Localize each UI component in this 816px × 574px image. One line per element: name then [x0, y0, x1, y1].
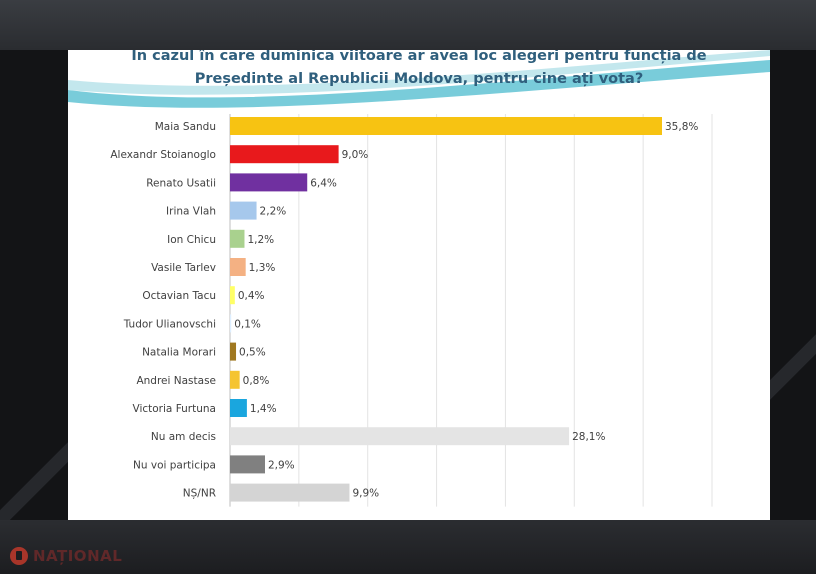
- bar: [230, 314, 232, 333]
- title-accent-swoosh: [68, 50, 770, 108]
- data-label: 6,4%: [310, 177, 337, 189]
- bar: [230, 286, 235, 305]
- data-label: 9,0%: [342, 149, 369, 161]
- category-label: Irina Vlah: [166, 206, 216, 218]
- data-label: 1,3%: [249, 262, 276, 274]
- chart-title: În cazul în care duminica viitoare ar av…: [68, 50, 770, 91]
- top-dark-band: [0, 0, 816, 50]
- logo-mark-icon: [10, 547, 28, 565]
- bar: [230, 145, 339, 164]
- chart-title-line-1: În cazul în care duminica viitoare ar av…: [131, 50, 707, 64]
- category-label: Octavian Tacu: [142, 290, 216, 302]
- bar: [230, 427, 570, 446]
- bar: [230, 117, 662, 135]
- category-label: Andrei Nastase: [136, 375, 216, 387]
- bar: [230, 342, 237, 361]
- data-label: 1,4%: [250, 403, 277, 415]
- survey-slide: În cazul în care duminica viitoare ar av…: [68, 50, 770, 520]
- data-label: 1,2%: [247, 234, 274, 246]
- category-label: NȘ/NR: [183, 488, 216, 500]
- category-label: Natalia Morari: [142, 347, 216, 359]
- logo-text: NAȚIONAL: [33, 547, 123, 565]
- bar: [230, 173, 308, 192]
- category-label: Vasile Tarlev: [151, 262, 216, 274]
- bar: [230, 258, 246, 276]
- data-label: 2,9%: [268, 459, 295, 471]
- data-label: 35,8%: [665, 121, 698, 133]
- data-label: 0,1%: [234, 318, 261, 330]
- data-label: 0,5%: [239, 347, 266, 359]
- bar: [230, 229, 245, 248]
- category-label: Maia Sandu: [155, 121, 216, 133]
- bar-chart: Maia Sandu 35,8% Alexandr Stoianoglo 9,0% Re…: [110, 114, 713, 507]
- category-label: Tudor Ulianovschi: [123, 318, 216, 330]
- bar: [230, 201, 257, 220]
- category-label: Ion Chicu: [167, 234, 216, 246]
- data-label: 28,1%: [572, 431, 605, 443]
- data-label: 2,2%: [260, 206, 287, 218]
- category-label: Victoria Furtuna: [133, 403, 217, 415]
- category-label: Nu am decis: [151, 431, 216, 443]
- data-label: 9,9%: [352, 488, 379, 500]
- channel-logo: NAȚIONAL: [10, 545, 122, 567]
- category-label: Alexandr Stoianoglo: [110, 149, 216, 161]
- chart-title-line-2: Președinte al Republicii Moldova, pentru…: [194, 71, 644, 87]
- category-label: Renato Usatii: [146, 177, 216, 189]
- bar: [230, 483, 350, 502]
- bar: [230, 399, 247, 417]
- bar: [230, 455, 265, 474]
- data-label: 0,8%: [243, 375, 270, 387]
- category-label: Nu voi participa: [133, 459, 216, 471]
- bottom-dark-band: [0, 520, 816, 574]
- data-label: 0,4%: [238, 290, 265, 302]
- bar: [230, 370, 240, 389]
